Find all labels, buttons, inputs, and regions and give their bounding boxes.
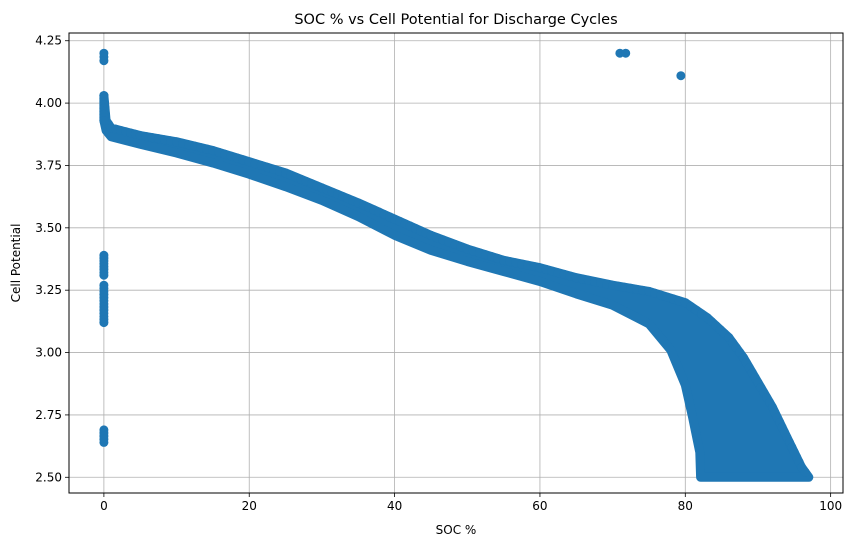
y-tick-label: 2.75 <box>35 408 62 422</box>
y-tick-label: 4.25 <box>35 34 62 48</box>
scatter-point <box>800 467 810 477</box>
y-tick-label: 4.00 <box>35 96 62 110</box>
x-tick-label: 60 <box>532 499 547 513</box>
y-tick-label: 3.75 <box>35 158 62 172</box>
scatter-point <box>99 437 109 447</box>
scatter-point-outlier <box>621 48 631 58</box>
x-axis-title: SOC % <box>436 523 477 537</box>
scatter-point <box>99 56 109 66</box>
scatter-point <box>99 318 109 328</box>
x-tick-label: 20 <box>242 499 257 513</box>
data-points <box>99 48 814 482</box>
y-tick-label: 3.00 <box>35 346 62 360</box>
grid-lines <box>69 33 843 493</box>
x-tick-label: 0 <box>100 499 108 513</box>
scatter-point-outlier <box>676 71 686 81</box>
x-tick-label: 40 <box>387 499 402 513</box>
y-tick-label: 2.50 <box>35 470 62 484</box>
x-tick-label: 80 <box>678 499 693 513</box>
y-axis-title: Cell Potential <box>9 224 23 303</box>
scatter-point <box>99 116 109 126</box>
scatter-point <box>99 270 109 280</box>
y-tick-label: 3.25 <box>35 283 62 297</box>
y-tick-label: 3.50 <box>35 221 62 235</box>
axis-ticks: 0 20 40 60 80 100 2.50 2.75 3.00 3.25 3.50 3.75 4.00… <box>35 34 842 513</box>
x-tick-label: 100 <box>819 499 842 513</box>
plot-frame <box>68 32 844 494</box>
chart-title: SOC % vs Cell Potential for Discharge Cy… <box>294 12 617 28</box>
